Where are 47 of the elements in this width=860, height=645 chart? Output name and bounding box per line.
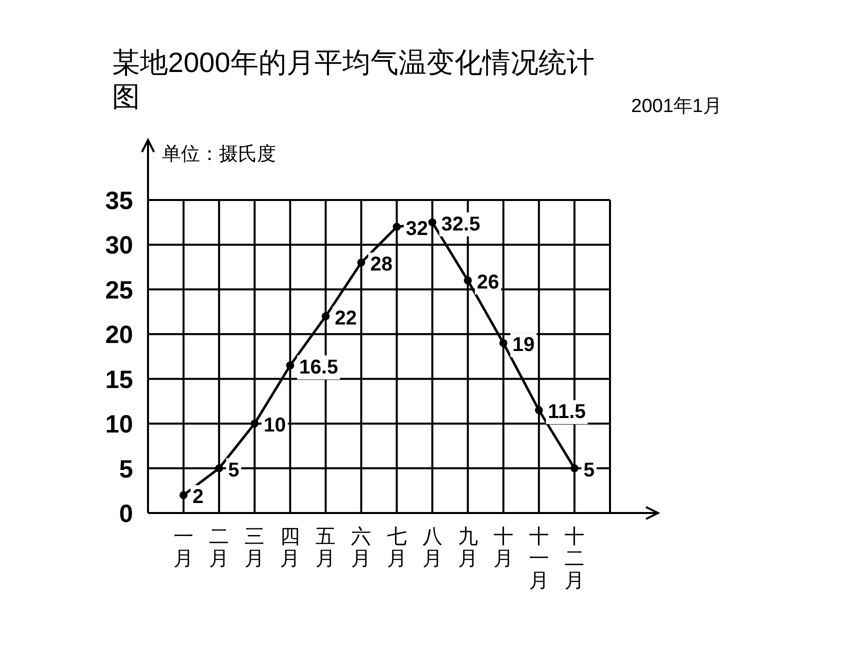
point	[499, 339, 508, 348]
data-label: 19	[512, 334, 535, 356]
y-tick-label: 25	[105, 276, 134, 304]
x-tick-label: 九月	[458, 526, 478, 570]
y-axis-title: 单位：摄氏度	[162, 143, 276, 165]
y-tick-label: 0	[119, 500, 133, 528]
point	[392, 222, 401, 231]
point	[570, 464, 578, 472]
x-tick-label: 六月	[351, 526, 372, 570]
data-label: 5	[228, 459, 240, 482]
data-label: 2	[192, 486, 204, 508]
text: 2001年1月	[631, 96, 722, 117]
x-tick-label: 二月	[209, 526, 230, 570]
data-label: 28	[370, 254, 392, 276]
data-label: 10	[264, 414, 286, 437]
point	[180, 491, 188, 500]
x-tick-label: 十月	[493, 526, 514, 570]
point	[357, 258, 366, 267]
y-tick-label: 10	[105, 410, 133, 439]
x-tick-label: 一月	[174, 526, 194, 570]
point	[250, 420, 259, 428]
chart-title: 某地2000年的月平均气温变化情况统计图	[112, 47, 594, 112]
data-label: 11.5	[548, 401, 586, 424]
x-tick-label: 七月	[386, 526, 407, 570]
data-label: 22	[334, 307, 357, 330]
x-tick-label: 十一月	[528, 526, 549, 592]
point	[322, 312, 330, 320]
x-tick-label: 四月	[280, 526, 300, 570]
data-label: 32.5	[441, 213, 480, 236]
y-tick-label: 20	[105, 321, 133, 350]
y-tick-label: 5	[119, 455, 134, 484]
data-label: 5	[583, 459, 595, 482]
y-tick-label: 35	[105, 187, 134, 215]
y-tick-label: 30	[105, 232, 133, 260]
point	[534, 406, 543, 414]
x-tick-label: 十二月	[564, 526, 584, 592]
point	[464, 276, 472, 284]
data-label: 16.5	[299, 356, 338, 378]
point	[428, 218, 436, 226]
data-label: 26	[476, 271, 500, 294]
x-tick-label: 三月	[244, 526, 265, 570]
x-tick-label: 五月	[316, 526, 336, 570]
point	[215, 464, 224, 472]
x-tick-label: 八月	[422, 526, 442, 570]
y-tick-label: 15	[105, 366, 134, 394]
data-label: 32	[406, 218, 428, 240]
point	[286, 361, 294, 370]
